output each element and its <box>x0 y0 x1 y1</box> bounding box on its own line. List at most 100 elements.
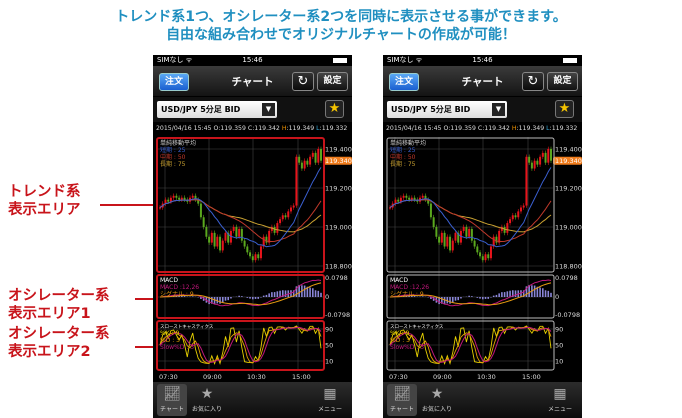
candle <box>405 195 408 198</box>
candle <box>164 199 167 204</box>
macd-histogram-bar <box>501 292 503 297</box>
symbol-select[interactable]: USD/JPY 5分足 BID ▼ <box>387 101 507 118</box>
candle <box>180 197 183 200</box>
candle <box>550 149 552 161</box>
close-label: C <box>247 125 253 132</box>
stoch-slow-d-legend: Slow%D : 3 <box>160 344 194 351</box>
price-tick: 119.400 <box>555 146 582 154</box>
open-label: O <box>213 125 219 132</box>
candle <box>500 227 503 231</box>
macd-histogram-bar <box>309 287 311 297</box>
wifi-icon: ᯤ <box>183 56 193 64</box>
macd-histogram-bar <box>509 290 511 297</box>
close-value: 119.342 <box>254 125 280 132</box>
candle <box>525 156 528 206</box>
settings-button[interactable]: 設定 <box>547 72 578 91</box>
tab-chart[interactable]: 📈︎ チャート <box>157 384 187 416</box>
macd-histogram-bar <box>525 286 528 297</box>
stoch-slow-d-line <box>389 326 552 363</box>
annotation-line1: オシレーター系 <box>8 288 110 304</box>
macd-histogram-bar <box>221 297 224 303</box>
price-tick: 119.200 <box>325 185 352 193</box>
candle <box>536 160 539 165</box>
candle <box>462 227 465 231</box>
open-value: 119.359 <box>450 125 476 132</box>
price-tick: 119.000 <box>325 224 352 232</box>
tab-bar: 📈︎ チャート ★ お気に入り ▦ メニュー <box>153 382 352 418</box>
candle <box>213 232 216 247</box>
candle <box>254 254 257 261</box>
stoch-d-legend: %D : 3 <box>160 337 180 344</box>
stoch-tick: 90 <box>555 326 563 334</box>
tab-favorites[interactable]: ★ お気に入り <box>419 384 455 416</box>
candle <box>470 228 473 241</box>
stoch-tick: 90 <box>325 326 333 334</box>
macd-histogram-bar <box>298 284 300 297</box>
candle <box>240 228 243 241</box>
macd-histogram-bar <box>528 284 530 297</box>
chevron-down-icon: ▼ <box>262 103 275 116</box>
macd-histogram-bar <box>284 290 287 297</box>
tab-menu[interactable]: ▦ メニュー <box>313 384 347 416</box>
macd-histogram-bar <box>303 285 306 297</box>
macd-histogram-bar <box>438 297 440 305</box>
macd-histogram-bar <box>449 297 451 304</box>
macd-histogram-bar <box>178 295 180 297</box>
macd-histogram-bar <box>271 292 273 297</box>
stoch-d-legend: %D : 3 <box>390 337 410 344</box>
time-tick: 07:30 <box>389 373 408 381</box>
candle <box>202 217 205 227</box>
macd-histogram-bar <box>514 290 517 297</box>
ma-legend-item: 短期 : 25 <box>160 146 186 154</box>
star-icon[interactable]: ★ <box>325 100 344 118</box>
refresh-icon[interactable]: ↻ <box>292 72 314 91</box>
annotation-line2: 表示エリア2 <box>8 344 91 360</box>
macd-histogram-bar <box>208 297 210 305</box>
symbol-select[interactable]: USD/JPY 5分足 BID ▼ <box>157 101 277 118</box>
current-price-label: 119.340 <box>325 157 352 165</box>
annotation-line1: オシレーター系 <box>8 326 110 342</box>
macd-histogram-bar <box>183 296 186 297</box>
macd-histogram-bar <box>254 297 257 299</box>
tab-chart[interactable]: 📈︎ チャート <box>387 384 417 416</box>
macd-histogram-bar <box>411 295 413 297</box>
tab-label: お気に入り <box>191 406 222 413</box>
macd-histogram-bar <box>498 293 500 297</box>
stoch-tick: 50 <box>555 342 563 350</box>
candle <box>298 156 301 163</box>
order-button[interactable]: 注文 <box>389 73 419 91</box>
candle <box>287 211 290 218</box>
candle <box>465 227 468 237</box>
settings-button[interactable]: 設定 <box>317 72 348 91</box>
macd-histogram-bar <box>295 286 298 297</box>
candle <box>449 236 452 251</box>
line-chart-icon: 📈︎ <box>163 386 181 402</box>
macd-legend: MACD :12,26 <box>390 284 429 291</box>
candle <box>547 149 550 163</box>
page-title: チャート <box>231 76 274 88</box>
close-label: C <box>477 125 483 132</box>
candle <box>399 197 402 202</box>
tab-bar: 📈︎ チャート ★ お気に入り ▦ メニュー <box>383 382 582 418</box>
candle <box>541 152 544 157</box>
tab-menu[interactable]: ▦ メニュー <box>543 384 577 416</box>
ma-short-line <box>159 167 322 248</box>
star-icon[interactable]: ★ <box>555 100 574 118</box>
candle <box>440 232 443 243</box>
candle <box>320 149 322 161</box>
order-button[interactable]: 注文 <box>159 73 189 91</box>
macd-histogram-bar <box>550 292 552 297</box>
tab-label: チャート <box>160 406 184 413</box>
annotation-oscillator-area-1: オシレーター系 表示エリア1 <box>8 287 110 323</box>
macd-tick: -0.0798 <box>325 311 350 319</box>
tab-label: お気に入り <box>421 406 452 413</box>
macd-histogram-bar <box>314 290 317 297</box>
refresh-icon[interactable]: ↻ <box>522 72 544 91</box>
candle <box>484 254 487 261</box>
macd-histogram-bar <box>227 297 230 301</box>
trend-area-box <box>156 137 325 273</box>
time-tick: 07:30 <box>159 373 178 381</box>
tab-favorites[interactable]: ★ お気に入り <box>189 384 225 416</box>
